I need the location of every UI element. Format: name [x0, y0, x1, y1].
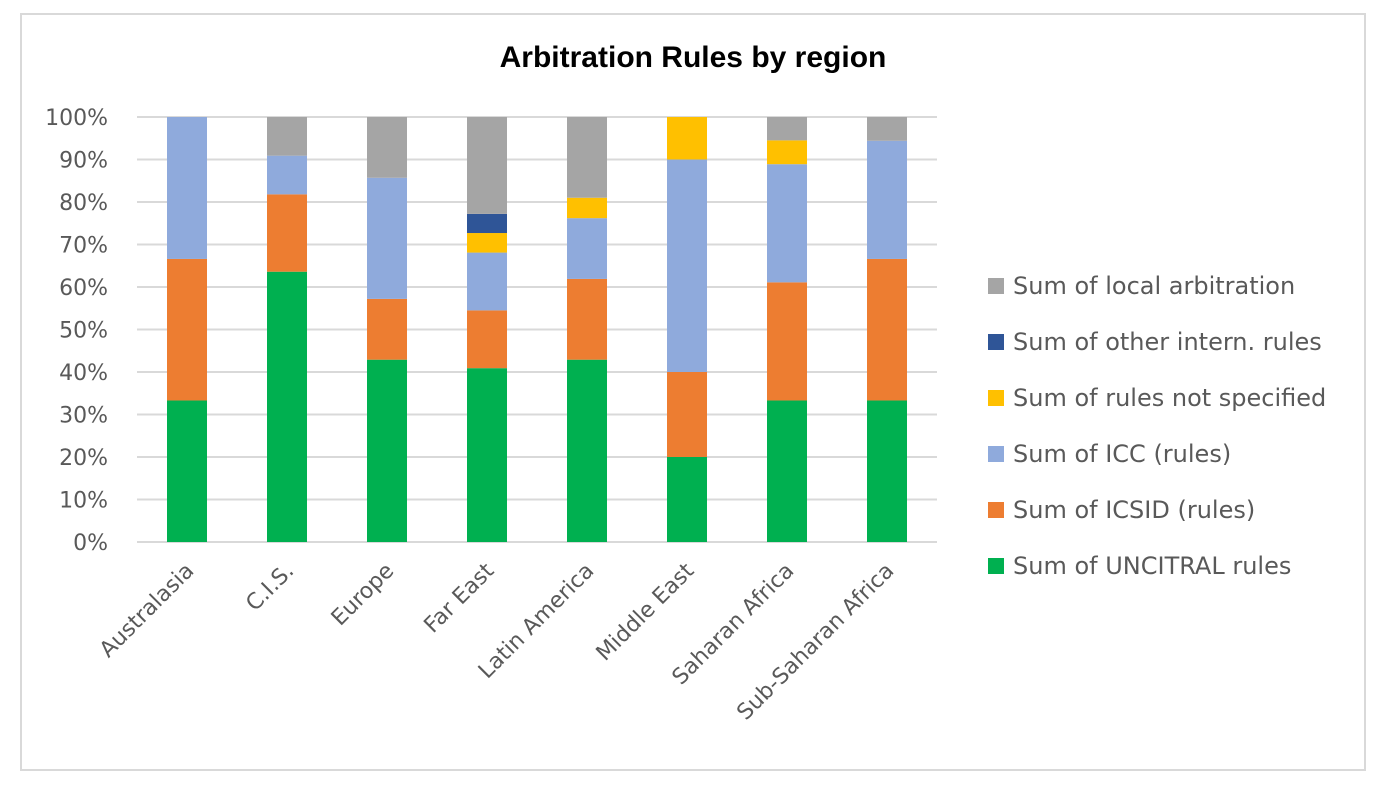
legend-swatch [988, 334, 1004, 350]
y-tick-label: 70% [59, 234, 108, 259]
y-tick-label: 30% [59, 404, 108, 429]
y-axis-ticks: 0% 10% 20% 30% 40% 50% 60% 70% 80% 90% 100% [45, 106, 108, 556]
bar-segment [867, 400, 907, 542]
legend-swatch [988, 446, 1004, 462]
bar-segment [467, 252, 507, 311]
bar-segment [667, 457, 707, 542]
bar-segment [467, 233, 507, 253]
legend-swatch [988, 502, 1004, 518]
legend-swatch [988, 278, 1004, 294]
x-category-label: Middle East [592, 558, 700, 666]
bar-segment [667, 372, 707, 457]
bar-segment [267, 194, 307, 272]
legend-swatch [988, 558, 1004, 574]
bar-segment [367, 117, 407, 178]
bar-segment [467, 117, 507, 214]
legend-label: Sum of rules not specified [1013, 384, 1326, 412]
bar-segment [567, 278, 607, 360]
y-tick-label: 90% [59, 149, 108, 174]
y-tick-label: 60% [59, 276, 108, 301]
bar-segment [767, 117, 807, 141]
bars [167, 117, 907, 542]
bar-segment [267, 155, 307, 195]
bar-segment [867, 117, 907, 141]
bar-segment [567, 197, 607, 219]
bar-segment [267, 271, 307, 542]
bar-segment [767, 282, 807, 401]
x-category-label: Australasia [95, 559, 199, 663]
bar-segment [367, 177, 407, 299]
legend-label: Sum of other intern. rules [1013, 328, 1322, 356]
legend-label: Sum of ICC (rules) [1013, 440, 1231, 468]
bar-segment [867, 140, 907, 259]
bar-segment [167, 117, 207, 259]
y-tick-label: 20% [59, 446, 108, 471]
chart-title: Arbitration Rules by region [500, 41, 887, 74]
bar-segment [767, 400, 807, 542]
bar-segment [667, 159, 707, 372]
bar-segment [367, 359, 407, 542]
legend-label: Sum of UNCITRAL rules [1013, 552, 1291, 580]
y-tick-label: 10% [59, 489, 108, 514]
y-tick-label: 40% [59, 361, 108, 386]
bar-segment [767, 164, 807, 283]
y-tick-label: 80% [59, 191, 108, 216]
bar-segment [167, 258, 207, 401]
bar-segment [567, 117, 607, 198]
bar-segment [867, 258, 907, 401]
bar-segment [767, 140, 807, 165]
bar-segment [167, 400, 207, 542]
bar-segment [467, 310, 507, 369]
bar-segment [567, 218, 607, 279]
gridlines [137, 116, 937, 543]
bar-segment [267, 117, 307, 156]
bar-segment [467, 213, 507, 234]
y-tick-label: 0% [73, 531, 108, 556]
bar-segment [567, 359, 607, 542]
x-category-label: Europe [327, 559, 399, 631]
bar-segment [467, 368, 507, 542]
bar-segment [667, 117, 707, 160]
x-category-label: Far East [420, 558, 500, 638]
y-tick-label: 50% [59, 319, 108, 344]
legend-label: Sum of local arbitration [1013, 272, 1295, 300]
legend-swatch [988, 390, 1004, 406]
bar-segment [367, 298, 407, 360]
legend: Sum of local arbitration Sum of other int… [988, 272, 1326, 580]
legend-label: Sum of ICSID (rules) [1013, 496, 1255, 524]
y-tick-label: 100% [45, 106, 108, 131]
x-category-label: C.I.S. [241, 559, 299, 617]
